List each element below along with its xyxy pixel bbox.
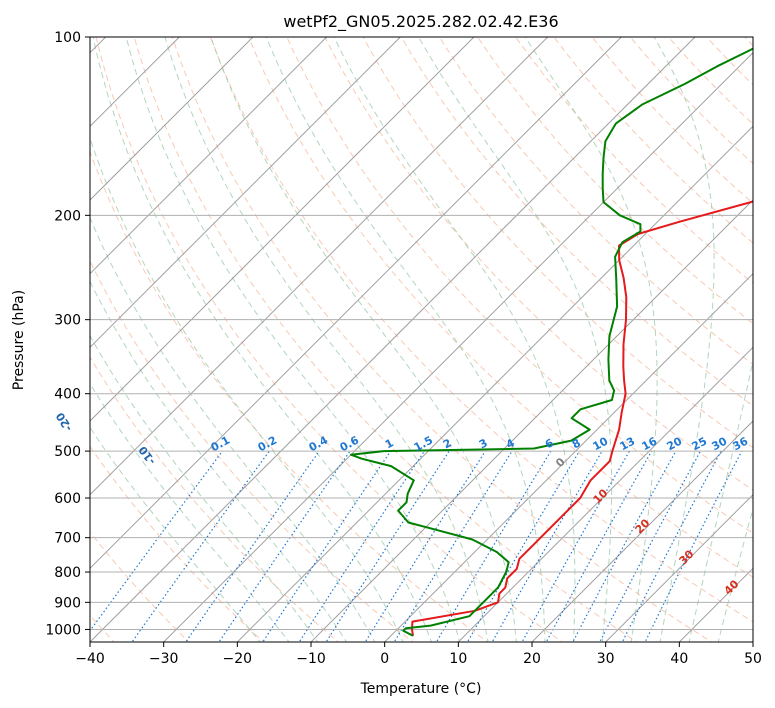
isotherm-line [457, 346, 753, 642]
temperature-profile [411, 200, 753, 636]
mixing-ratio-line [185, 450, 320, 642]
isotherm-line [163, 51, 753, 642]
isotherm-line [384, 272, 753, 642]
mixing-ratio-label: 30 [710, 434, 730, 453]
y-tick-label: 800 [54, 565, 81, 581]
y-tick-label: 700 [54, 531, 81, 547]
y-tick-label: 400 [54, 387, 81, 403]
mixing-ratio-label: 13 [618, 435, 638, 454]
y-tick-label: 100 [54, 30, 81, 46]
x-tick-label: 20 [523, 651, 541, 667]
mixing-ratio-label: 20 [665, 434, 685, 453]
mixing-ratio-line [621, 450, 722, 642]
isotherm-line [90, 37, 254, 201]
mixing-ratio-line [90, 450, 223, 632]
mixing-ratio-label: 10 [591, 434, 611, 453]
y-tick-label: 200 [54, 208, 81, 224]
isotherm-line [90, 37, 401, 349]
mixing-ratio-line [572, 450, 677, 642]
mixing-ratio-line [364, 450, 486, 642]
moist-adiabat-line [90, 216, 376, 642]
mixing-ratio-line [262, 450, 392, 642]
mixing-ratio-line [466, 450, 580, 642]
chart-title: wetPf2_GN05.2025.282.02.42.E36 [283, 12, 558, 32]
isotherm-line [90, 37, 328, 275]
x-tick-label: 0 [380, 651, 389, 667]
sounding-profiles [350, 47, 753, 637]
mixing-ratio-line [298, 450, 425, 642]
x-tick-label: −30 [149, 651, 179, 667]
mixing-ratio-label: 16 [640, 434, 660, 453]
isotherm-line [90, 37, 622, 570]
isotherm-line [236, 125, 753, 642]
mixing-ratio-line [131, 450, 270, 642]
isotherm-line [90, 37, 549, 496]
x-tick-label: −20 [223, 651, 253, 667]
mixing-ratio-label: 25 [690, 435, 710, 454]
y-tick-label: 300 [54, 313, 81, 329]
y-tick-label: 600 [54, 491, 81, 507]
mixing-ratio-label: 36 [731, 434, 751, 453]
y-tick-label: 1000 [45, 622, 81, 638]
dewpoint-profile [350, 47, 753, 637]
isotherm-line [310, 199, 753, 642]
y-tick-label: 500 [54, 444, 81, 460]
isotherm-line [90, 37, 475, 422]
dry-adiabat-line [90, 259, 414, 642]
mixing-ratio-line [325, 450, 450, 642]
y-axis-title: Pressure (hPa) [11, 290, 27, 390]
isotherm-line [605, 493, 753, 642]
axes: −40 −30 −20 −10 0 10 20 30 40 50 100 200 300 400 500 60… [45, 30, 762, 667]
mixing-ratio-line [393, 450, 513, 642]
x-tick-label: 30 [597, 651, 615, 667]
x-tick-label: −10 [296, 651, 326, 667]
mixing-ratio-line [599, 450, 702, 642]
plot-frame [89, 36, 754, 643]
isotherm-line [90, 37, 696, 642]
isotherm-line [531, 420, 753, 642]
dry-adiabat-line [90, 150, 489, 642]
x-tick-label: 40 [670, 651, 688, 667]
y-tick-label: 900 [54, 595, 81, 611]
x-tick-label: −40 [75, 651, 105, 667]
moist-adiabat-line [90, 136, 404, 642]
x-tick-label: 10 [449, 651, 467, 667]
x-axis-title: Temperature (°C) [360, 681, 482, 697]
mixing-ratio-line [218, 450, 351, 642]
x-tick-label: 50 [744, 651, 762, 667]
